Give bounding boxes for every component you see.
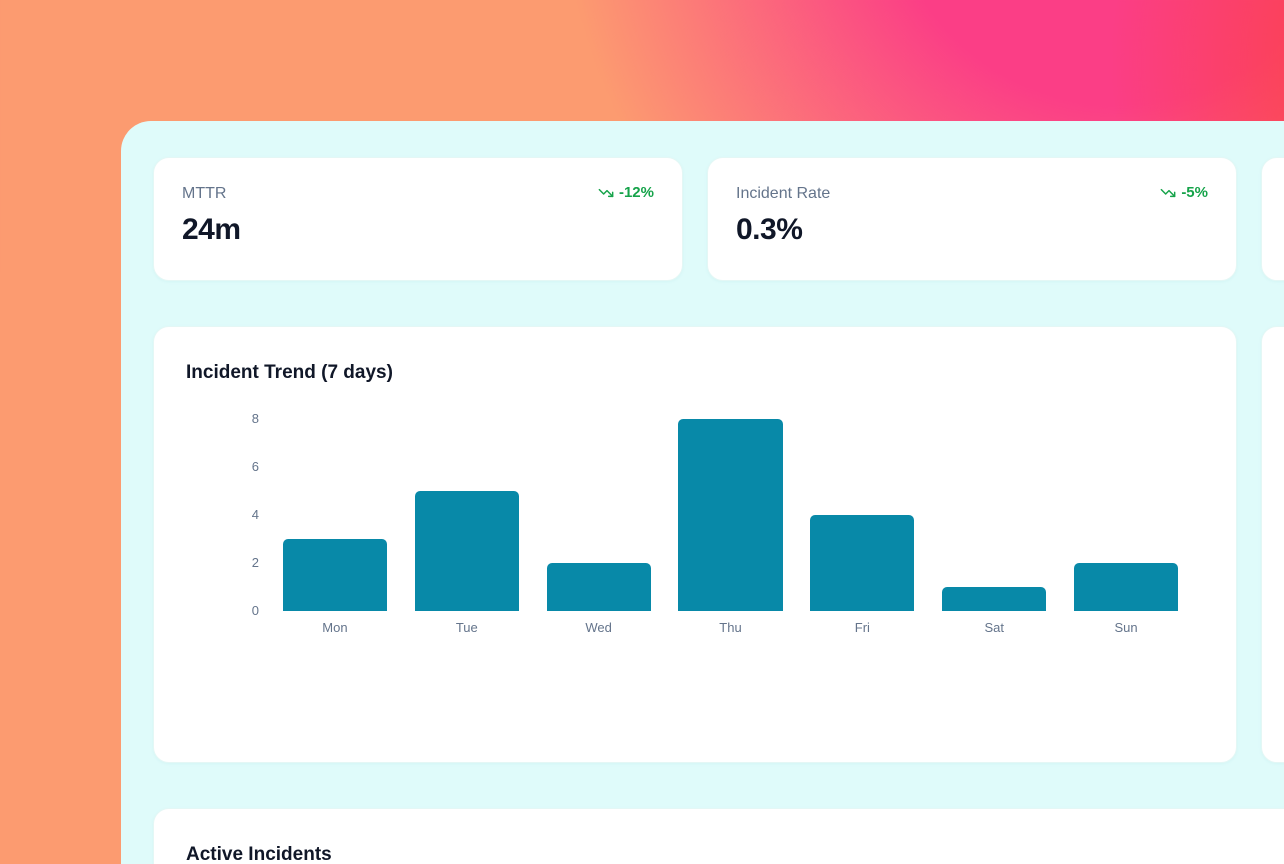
chart-title: Incident Trend (7 days): [186, 362, 393, 383]
x-tick-label: Sun: [1114, 620, 1138, 635]
bar-area: [1060, 419, 1192, 611]
bar-area: [665, 419, 797, 611]
bar-tue: [414, 491, 519, 611]
kpi-card-header: Incident Rate -5%: [736, 184, 1208, 204]
chart-bars: Mon Tue Wed Thu Fri Sat Sun: [269, 419, 1192, 636]
chart-slot: Sun: [1060, 419, 1192, 636]
bar-fri: [810, 515, 915, 611]
side-card-partial: [1261, 326, 1284, 763]
kpi-trend-badge: -5%: [1160, 184, 1208, 202]
x-tick-label: Wed: [585, 620, 612, 635]
x-tick-label: Fri: [854, 620, 870, 635]
kpi-value: 0.3%: [736, 213, 803, 246]
y-tick-label: 8: [251, 411, 259, 426]
x-tick-label: Sat: [984, 620, 1004, 635]
bar-area: [269, 419, 401, 611]
kpi-label: Incident Rate: [736, 185, 831, 202]
bar-area: [796, 419, 928, 611]
x-tick-label: Tue: [455, 620, 478, 635]
kpi-card-header: MTTR -12%: [182, 184, 654, 204]
kpi-trend-value: -5%: [1181, 184, 1208, 201]
x-tick-label: Mon: [322, 620, 348, 635]
kpi-trend-value: -12%: [618, 184, 654, 201]
bar-sat: [942, 587, 1047, 611]
kpi-trend-badge: -12%: [598, 184, 654, 202]
kpi-value: 24m: [182, 213, 241, 246]
chart-slot: Fri: [796, 419, 928, 636]
chart-y-axis: 0 2 4 6 8: [186, 411, 259, 618]
y-tick-label: 4: [251, 507, 259, 522]
kpi-card-partial: [1261, 157, 1284, 281]
chart-slot: Tue: [401, 419, 533, 636]
bar-area: [533, 419, 665, 611]
bar-mon: [282, 539, 387, 611]
chart-slot: Sat: [928, 419, 1060, 636]
bar-chart: 0 2 4 6 8 Mon Tue Wed Thu Fri Sat Sun: [186, 411, 1204, 636]
kpi-label: MTTR: [182, 185, 227, 202]
y-tick-label: 2: [251, 555, 259, 570]
kpi-card-incident-rate: Incident Rate -5% 0.3%: [707, 157, 1237, 281]
active-incidents-title: Active Incidents: [186, 844, 332, 864]
bar-area: [401, 419, 533, 611]
dashboard-panel: MTTR -12% 24m Incident Rate -5% 0.3% Inc…: [121, 121, 1284, 864]
chart-slot: Thu: [665, 419, 797, 636]
bar-sun: [1074, 563, 1179, 611]
bar-thu: [678, 419, 783, 611]
chart-slot: Mon: [269, 419, 401, 636]
y-tick-label: 6: [251, 459, 259, 474]
chart-slot: Wed: [533, 419, 665, 636]
x-tick-label: Thu: [719, 620, 742, 635]
trending-down-icon: [598, 188, 614, 198]
kpi-card-mttr: MTTR -12% 24m: [153, 157, 683, 281]
y-tick-label: 0: [251, 603, 259, 618]
bar-area: [928, 419, 1060, 611]
active-incidents-card: Active Incidents: [153, 808, 1284, 864]
trending-down-icon: [1160, 188, 1176, 198]
dashboard-grid: MTTR -12% 24m Incident Rate -5% 0.3% Inc…: [153, 157, 1284, 864]
bar-wed: [546, 563, 651, 611]
incident-trend-card: Incident Trend (7 days) 0 2 4 6 8 Mon Tue Wed T…: [153, 326, 1237, 763]
